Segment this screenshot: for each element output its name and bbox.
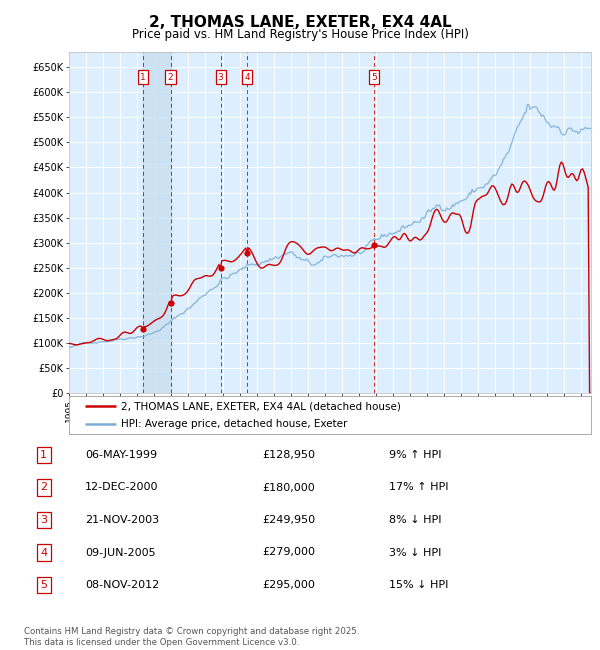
Text: 4: 4 xyxy=(244,73,250,82)
Text: Price paid vs. HM Land Registry's House Price Index (HPI): Price paid vs. HM Land Registry's House … xyxy=(131,28,469,41)
Text: 4: 4 xyxy=(40,547,47,558)
Text: 15% ↓ HPI: 15% ↓ HPI xyxy=(389,580,448,590)
Text: 2: 2 xyxy=(40,482,47,493)
Text: 08-NOV-2012: 08-NOV-2012 xyxy=(85,580,160,590)
Text: £295,000: £295,000 xyxy=(262,580,315,590)
Text: 8% ↓ HPI: 8% ↓ HPI xyxy=(389,515,442,525)
Text: 5: 5 xyxy=(371,73,377,82)
Text: 3: 3 xyxy=(218,73,224,82)
Text: 3: 3 xyxy=(40,515,47,525)
Text: HPI: Average price, detached house, Exeter: HPI: Average price, detached house, Exet… xyxy=(121,419,347,429)
Text: 09-JUN-2005: 09-JUN-2005 xyxy=(85,547,156,558)
Text: 06-MAY-1999: 06-MAY-1999 xyxy=(85,450,157,460)
Text: 9% ↑ HPI: 9% ↑ HPI xyxy=(389,450,442,460)
Text: 17% ↑ HPI: 17% ↑ HPI xyxy=(389,482,448,493)
Text: 12-DEC-2000: 12-DEC-2000 xyxy=(85,482,158,493)
Text: 5: 5 xyxy=(40,580,47,590)
Text: 3% ↓ HPI: 3% ↓ HPI xyxy=(389,547,441,558)
Text: £279,000: £279,000 xyxy=(262,547,315,558)
Text: Contains HM Land Registry data © Crown copyright and database right 2025.
This d: Contains HM Land Registry data © Crown c… xyxy=(24,627,359,647)
Text: 2, THOMAS LANE, EXETER, EX4 4AL: 2, THOMAS LANE, EXETER, EX4 4AL xyxy=(149,15,451,30)
Text: 21-NOV-2003: 21-NOV-2003 xyxy=(85,515,160,525)
Bar xyxy=(143,52,170,393)
Text: £180,000: £180,000 xyxy=(262,482,314,493)
Text: 2, THOMAS LANE, EXETER, EX4 4AL (detached house): 2, THOMAS LANE, EXETER, EX4 4AL (detache… xyxy=(121,401,401,411)
Text: £128,950: £128,950 xyxy=(262,450,315,460)
Text: £249,950: £249,950 xyxy=(262,515,315,525)
Text: 1: 1 xyxy=(40,450,47,460)
Text: 2: 2 xyxy=(167,73,173,82)
Text: 1: 1 xyxy=(140,73,146,82)
